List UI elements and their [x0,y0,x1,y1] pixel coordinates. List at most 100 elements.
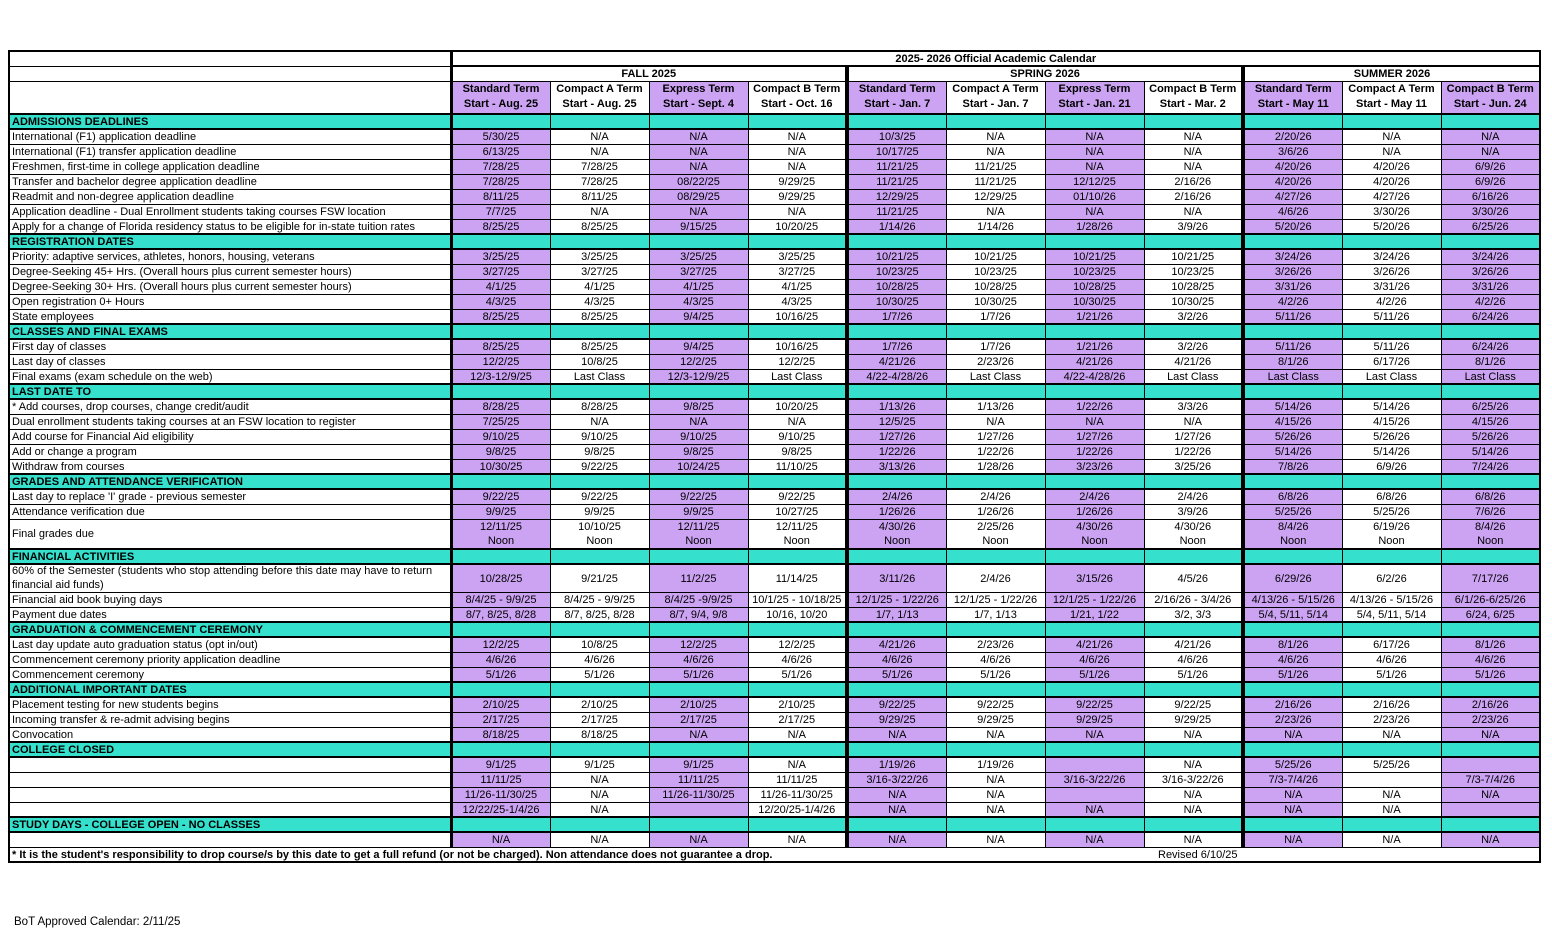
section-header-cell [845,548,947,566]
date-cell: 4/15/26 [1241,413,1343,430]
date-cell: 6/8/26 [1241,488,1343,505]
date-cell: N/A [1044,143,1145,160]
section-header-cell [1241,323,1343,341]
date-cell: 8/4/26 Noon [1440,518,1541,550]
date-cell: 01/10/26 [1044,188,1145,205]
row-label [8,801,453,818]
section-header-cell [1440,741,1541,759]
date-cell: 12/1/25 - 1/22/26 [945,591,1046,608]
date-cell: 6/17/26 [1341,353,1442,370]
date-cell: 1/28/26 [1044,218,1145,235]
date-cell: 4/15/26 [1440,413,1541,430]
date-cell: 08/29/25 [648,188,749,205]
date-cell: 6/8/26 [1341,488,1442,505]
section-header-cell [1341,383,1442,401]
section-header-cell [1241,383,1343,401]
date-cell: 8/25/25 [549,338,650,355]
section-header-cell [648,816,749,834]
date-cell [1044,756,1145,773]
date-cell: 7/6/26 [1440,503,1541,520]
date-cell: 2/23/26 [945,353,1046,370]
date-cell: 8/1/26 [1440,353,1541,370]
section-header-cell [1143,473,1244,491]
date-cell: 8/25/25 [549,308,650,325]
date-cell: 5/14/26 [1341,443,1442,460]
date-cell: 3/2, 3/3 [1143,606,1244,623]
date-cell: 5/25/26 [1241,503,1343,520]
date-cell: 5/1/26 [450,666,551,683]
date-cell: 5/25/26 [1341,756,1442,773]
term-column-header: Standard Term Start - Jan. 7 [845,80,947,116]
date-cell: N/A [1143,413,1244,430]
section-header-cell [1044,621,1145,639]
section-header-cell [648,113,749,131]
date-cell: 12/12/25 [1044,173,1145,190]
date-cell: 12/2/25 [747,353,848,370]
row-label: Placement testing for new students begin… [8,696,453,713]
date-cell: 2/17/25 [747,711,848,728]
date-cell: 10/30/25 [450,458,551,475]
section-header-cell [450,548,551,566]
date-cell: 1/14/26 [845,218,947,235]
section-header-cell [1044,113,1145,131]
section-header-cell [1241,473,1343,491]
date-cell: 12/1/25 - 1/22/26 [1044,591,1145,608]
date-cell: 10/30/25 [1044,293,1145,310]
date-cell: 5/1/26 [648,666,749,683]
date-cell: 9/9/25 [450,503,551,520]
section-header-cell [1241,741,1343,759]
date-cell: 1/21, 1/22 [1044,606,1145,623]
section-header-cell [945,323,1046,341]
date-cell: 10/30/25 [945,293,1046,310]
date-cell: N/A [1143,128,1244,145]
section-header-cell [1440,681,1541,699]
date-cell: 1/28/26 [945,458,1046,475]
date-cell: 4/21/26 [1143,636,1244,653]
section-header-cell [1143,113,1244,131]
date-cell: 9/21/25 [549,563,650,593]
date-cell: 12/11/25 Noon [648,518,749,550]
date-cell: 4/13/26 - 5/15/26 [1341,591,1442,608]
section-header-cell [450,473,551,491]
row-label: Degree-Seeking 30+ Hrs. (Overall hours p… [8,278,453,295]
date-cell: 5/4, 5/11, 5/14 [1341,606,1442,623]
section-header: ADMISSIONS DEADLINES [8,113,453,131]
row-label: Dual enrollment students taking courses … [8,413,453,430]
section-header-cell [1143,233,1244,251]
term-column-header: Express Term Start - Sept. 4 [648,80,749,116]
date-cell: 8/7, 9/4, 9/8 [648,606,749,623]
date-cell: 9/22/25 [1143,696,1244,713]
date-cell: 10/1/25 - 10/18/25 [747,591,848,608]
row-label: Degree-Seeking 45+ Hrs. (Overall hours p… [8,263,453,280]
date-cell: N/A [1341,801,1442,818]
date-cell: N/A [1044,158,1145,175]
date-cell: 3/25/25 [747,248,848,265]
date-cell: 10/20/25 [747,398,848,415]
section-header-cell [1440,548,1541,566]
term-column-header: Standard Term Start - May 11 [1241,80,1343,116]
term-group-header: FALL 2025 [450,65,848,82]
date-cell: 3/27/25 [549,263,650,280]
date-cell: 3/6/26 [1241,143,1343,160]
date-cell: N/A [945,413,1046,430]
date-cell: 8/7, 8/25, 8/28 [549,606,650,623]
row-label: * Add courses, drop courses, change cred… [8,398,453,415]
date-cell: N/A [1341,143,1442,160]
date-cell: 5/30/25 [450,128,551,145]
date-cell: 9/8/25 [648,398,749,415]
section-header-cell [747,113,848,131]
section-header: REGISTRATION DATES [8,233,453,251]
row-label: Apply for a change of Florida residency … [8,218,453,235]
section-header-cell [1044,816,1145,834]
date-cell: 10/21/25 [1044,248,1145,265]
section-header-cell [1044,233,1145,251]
date-cell: 9/8/25 [549,443,650,460]
date-cell: 1/21/26 [1044,308,1145,325]
date-cell: 4/6/26 [845,651,947,668]
date-cell: 4/21/26 [845,353,947,370]
date-cell: N/A [1241,831,1343,848]
date-cell: 8/18/25 [549,726,650,743]
date-cell: N/A [747,158,848,175]
section-header-cell [1341,473,1442,491]
